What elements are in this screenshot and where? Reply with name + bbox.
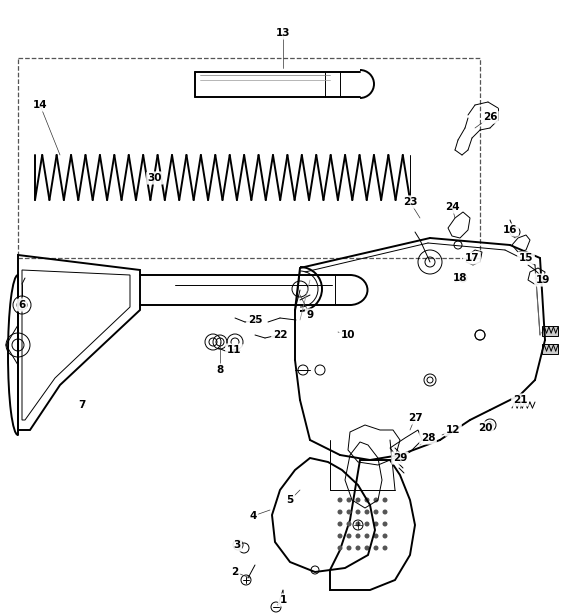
Text: 20: 20 <box>478 423 492 433</box>
Text: 17: 17 <box>465 253 479 263</box>
Circle shape <box>356 522 361 527</box>
Bar <box>542 326 558 336</box>
Circle shape <box>365 498 370 503</box>
Text: 19: 19 <box>536 275 550 285</box>
Text: 1: 1 <box>280 595 287 605</box>
Circle shape <box>346 498 352 503</box>
Circle shape <box>365 533 370 538</box>
Text: 15: 15 <box>519 253 533 263</box>
Circle shape <box>365 546 370 551</box>
Text: 10: 10 <box>341 330 356 340</box>
Text: 7: 7 <box>78 400 86 410</box>
Circle shape <box>383 533 387 538</box>
Circle shape <box>337 533 342 538</box>
Text: 6: 6 <box>18 300 26 310</box>
Text: 21: 21 <box>513 395 527 405</box>
Text: 16: 16 <box>503 225 517 235</box>
Circle shape <box>374 546 379 551</box>
Circle shape <box>337 522 342 527</box>
Text: 5: 5 <box>286 495 294 505</box>
Text: 26: 26 <box>483 112 497 122</box>
Text: 30: 30 <box>148 173 162 183</box>
Text: 8: 8 <box>217 365 223 375</box>
Circle shape <box>365 522 370 527</box>
Text: 12: 12 <box>446 425 460 435</box>
Circle shape <box>346 509 352 514</box>
Text: 27: 27 <box>408 413 422 423</box>
Circle shape <box>356 546 361 551</box>
Circle shape <box>383 522 387 527</box>
Text: 13: 13 <box>276 28 290 38</box>
Circle shape <box>374 509 379 514</box>
Text: 18: 18 <box>453 273 467 283</box>
Text: 9: 9 <box>306 310 314 320</box>
Circle shape <box>346 522 352 527</box>
Text: 22: 22 <box>273 330 287 340</box>
Circle shape <box>337 509 342 514</box>
Text: 25: 25 <box>248 315 263 325</box>
Text: 23: 23 <box>403 197 417 207</box>
Circle shape <box>487 422 493 428</box>
Circle shape <box>383 546 387 551</box>
Circle shape <box>346 533 352 538</box>
Circle shape <box>356 498 361 503</box>
Circle shape <box>365 509 370 514</box>
Circle shape <box>356 533 361 538</box>
Text: 14: 14 <box>33 100 47 110</box>
Circle shape <box>337 498 342 503</box>
Circle shape <box>337 546 342 551</box>
Text: 29: 29 <box>393 453 407 463</box>
Text: 28: 28 <box>421 433 435 443</box>
Text: 24: 24 <box>445 202 459 212</box>
Circle shape <box>374 498 379 503</box>
Circle shape <box>374 533 379 538</box>
Text: 2: 2 <box>231 567 239 577</box>
Circle shape <box>383 509 387 514</box>
Circle shape <box>374 522 379 527</box>
Circle shape <box>383 498 387 503</box>
Text: 11: 11 <box>227 345 241 355</box>
Circle shape <box>356 509 361 514</box>
Bar <box>542 344 558 354</box>
Text: 4: 4 <box>249 511 257 521</box>
Circle shape <box>346 546 352 551</box>
Text: 3: 3 <box>234 540 240 550</box>
Bar <box>18 58 480 258</box>
